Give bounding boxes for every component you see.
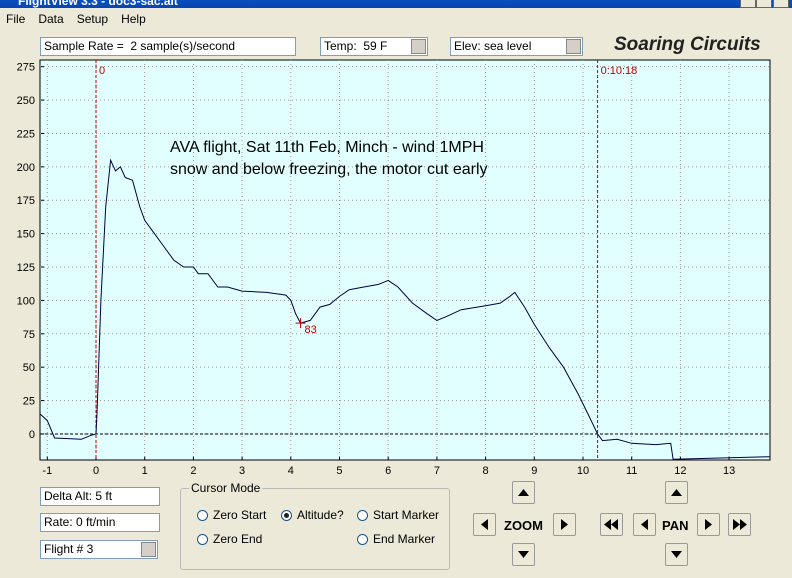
delta-alt-box: Delta Alt: 5 ft — [40, 487, 160, 506]
annotation: snow and below freezing, the motor cut e… — [170, 161, 488, 178]
x-tick-label: 11 — [626, 465, 637, 477]
temp-combo[interactable]: Temp: 59 F — [320, 37, 428, 56]
radio-label: End Marker — [373, 532, 436, 546]
x-tick-label: 7 — [434, 465, 440, 477]
pan-end-button[interactable] — [728, 513, 751, 536]
zoom-label: ZOOM — [504, 518, 543, 533]
x-tick-label: 3 — [239, 465, 245, 477]
close-button[interactable] — [773, 0, 789, 8]
y-tick-label: 25 — [23, 396, 35, 408]
elev-combo[interactable]: Elev: sea level — [450, 37, 583, 56]
radio-dot — [197, 509, 208, 521]
x-tick-label: 4 — [288, 465, 294, 477]
elev-label: Elev: sea level — [454, 39, 532, 53]
sample-rate-box: Sample Rate = 2 sample(s)/second — [40, 37, 296, 56]
radio-option[interactable]: End Marker — [357, 532, 435, 546]
temp-label: Temp: 59 F — [324, 39, 388, 53]
pan-left-button[interactable] — [633, 513, 656, 536]
title-bar: FlightView 3.3 - doc3-sac.alt — [0, 0, 792, 8]
y-tick-label: 100 — [17, 295, 35, 307]
zoom-right-button[interactable] — [553, 513, 576, 536]
radio-option[interactable]: Zero Start — [197, 508, 266, 522]
window-title: FlightView 3.3 - doc3-sac.alt — [18, 0, 178, 8]
menu-item[interactable]: Help — [121, 12, 146, 26]
x-tick-label: 10 — [577, 465, 589, 477]
radio-dot — [197, 533, 208, 545]
cursor-cross — [295, 318, 306, 329]
x-tick-label: 13 — [723, 465, 735, 477]
brand: Soaring Circuits — [614, 34, 761, 55]
x-tick-label: 2 — [190, 465, 196, 477]
plot-area — [39, 59, 771, 461]
y-tick-label: 50 — [23, 362, 35, 374]
menu-item[interactable]: Setup — [76, 12, 109, 26]
menu-item[interactable]: Data — [38, 12, 64, 26]
y-tick-label: 275 — [17, 62, 35, 74]
flight-label: Flight # 3 — [44, 542, 94, 556]
zoom-out-button[interactable] — [512, 543, 535, 566]
pan-down-button[interactable] — [665, 543, 688, 566]
y-tick-label: 250 — [17, 95, 35, 107]
minimize-button[interactable] — [740, 0, 756, 8]
menu-item[interactable]: File — [6, 12, 26, 26]
zoom-left-button[interactable] — [473, 513, 496, 536]
y-tick-label: 150 — [17, 229, 35, 241]
radio-option[interactable]: Start Marker — [357, 508, 439, 522]
flight-combo[interactable]: Flight # 3 — [40, 540, 158, 559]
radio-dot — [281, 509, 292, 521]
annotation: AVA flight, Sat 11th Feb, Minch - wind 1… — [170, 139, 484, 156]
x-tick-label: -1 — [42, 465, 52, 477]
pan-label: PAN — [662, 518, 689, 533]
x-tick-label: 1 — [142, 465, 148, 477]
radio-label: Zero End — [213, 532, 263, 546]
altitude-line — [39, 158, 771, 460]
zoom-in-button[interactable] — [512, 481, 535, 504]
radio-label: Altitude? — [297, 508, 344, 522]
menu-bar: File Data Setup Help — [0, 12, 146, 28]
x-tick-label: 9 — [531, 465, 537, 477]
radio-dot — [357, 533, 368, 545]
radio-label: Start Marker — [373, 508, 440, 522]
y-tick-label: 0 — [29, 429, 35, 441]
radio-option[interactable]: Zero End — [197, 532, 262, 546]
x-tick-label: 12 — [674, 465, 686, 477]
y-tick-label: 125 — [17, 262, 35, 274]
x-tick-label: 5 — [336, 465, 342, 477]
x-tick-label: 0 — [93, 465, 99, 477]
pan-up-button[interactable] — [665, 481, 688, 504]
x-tick-label: 6 — [385, 465, 391, 477]
pan-right-button[interactable] — [697, 513, 720, 536]
radio-dot — [357, 509, 368, 521]
rate-box: Rate: 0 ft/min — [40, 513, 160, 532]
cursor-mode-title: Cursor Mode — [189, 481, 263, 495]
radio-option[interactable]: Altitude? — [281, 508, 344, 522]
x-tick-label: 8 — [483, 465, 489, 477]
y-tick-label: 175 — [17, 195, 35, 207]
marker-label: 0 — [99, 65, 105, 77]
cursor-mode-group: Cursor Mode Zero Start Altitude? Start Mar… — [180, 481, 450, 570]
y-tick-label: 200 — [17, 162, 35, 174]
radio-label: Zero Start — [213, 508, 267, 522]
marker-label: 0:10:18 — [601, 65, 638, 77]
pan-start-button[interactable] — [600, 513, 623, 536]
maximize-button[interactable] — [756, 0, 772, 8]
cursor-label: 83 — [305, 324, 317, 336]
y-tick-label: 225 — [17, 128, 35, 140]
y-tick-label: 75 — [23, 329, 35, 341]
